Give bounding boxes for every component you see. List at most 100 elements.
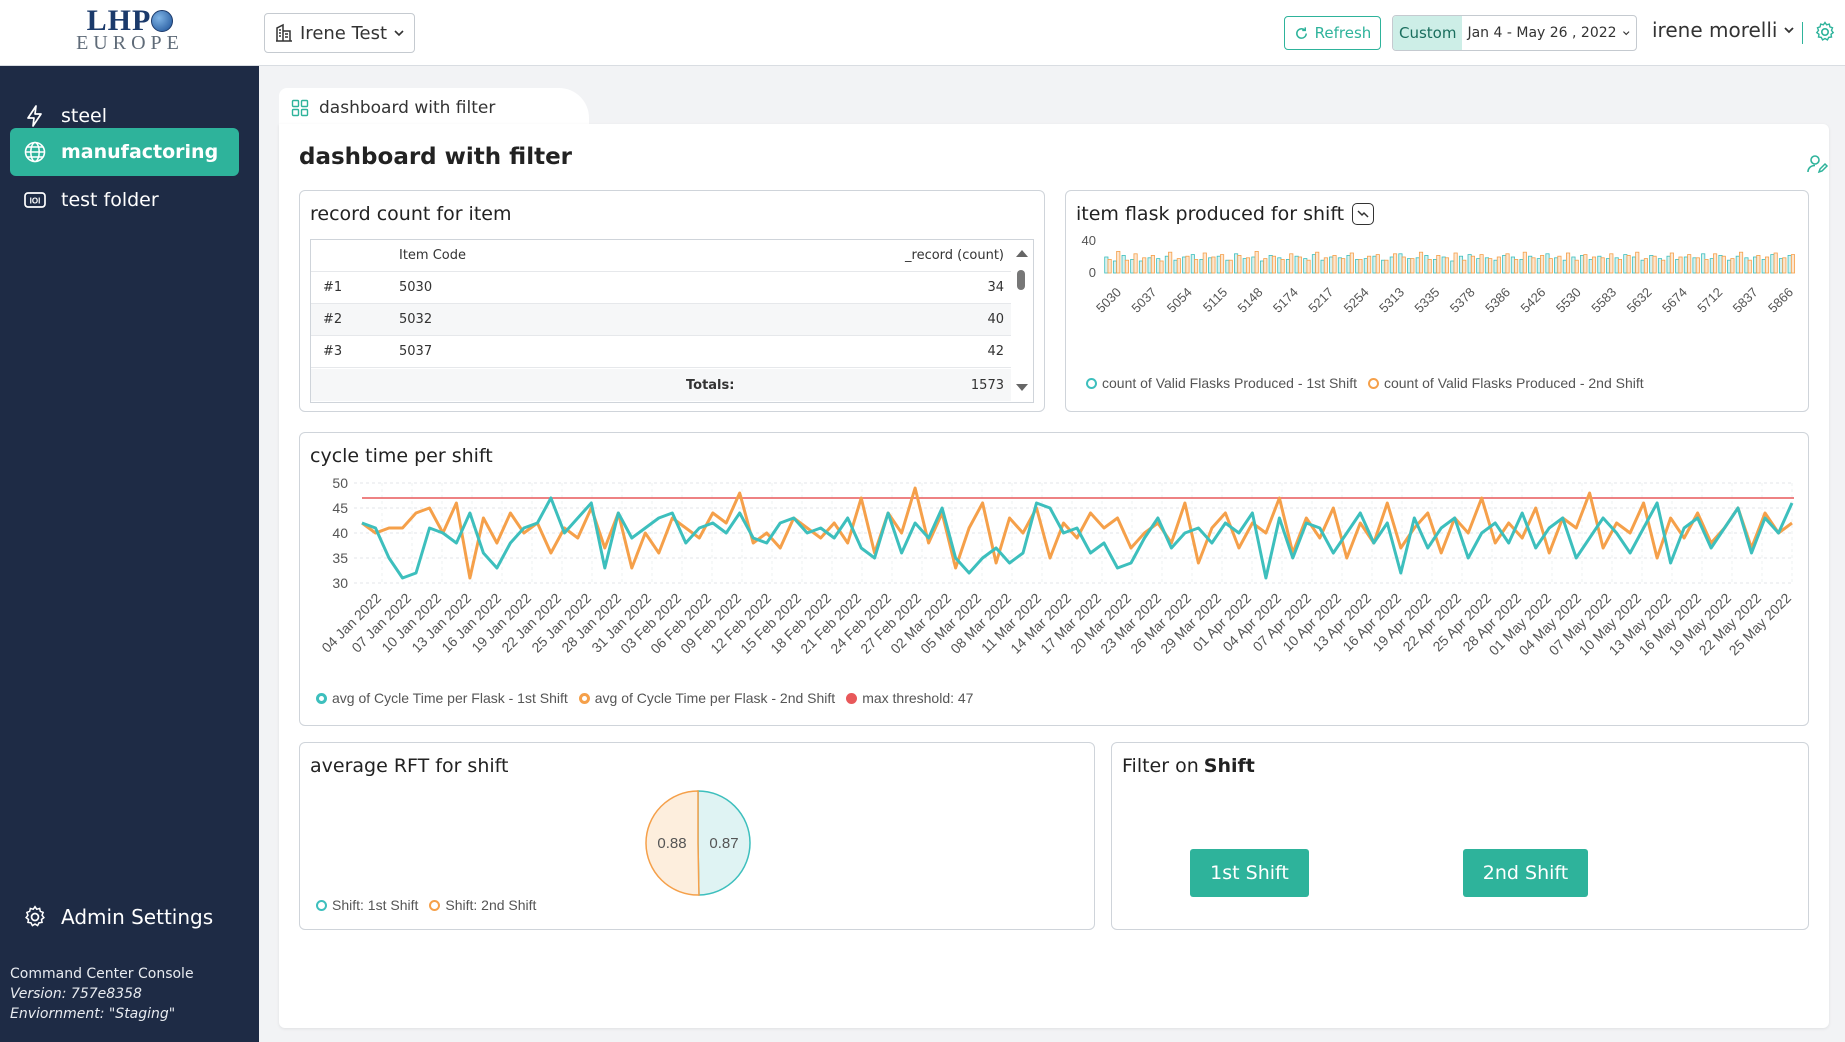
bar-2nd-shift bbox=[1505, 253, 1510, 274]
bar-2nd-shift bbox=[1557, 255, 1562, 274]
bar-1st-shift bbox=[1528, 255, 1533, 274]
legend-entry-2nd-shift[interactable]: Shift: 2nd Shift bbox=[429, 897, 536, 913]
legend-entry-2nd-shift[interactable]: avg of Cycle Time per Flask - 2nd Shift bbox=[578, 690, 835, 706]
filter-2nd-shift-button[interactable]: 2nd Shift bbox=[1463, 849, 1588, 897]
bar-2nd-shift bbox=[1142, 257, 1147, 274]
bar-2nd-shift bbox=[1427, 258, 1432, 274]
workspace-select[interactable]: Irene Test bbox=[264, 13, 415, 53]
bar-2nd-shift bbox=[1773, 252, 1778, 274]
row-item-code: 5032 bbox=[399, 312, 433, 327]
x-tick-label: 5386 bbox=[1482, 285, 1513, 316]
legend-entry-1st-shift[interactable]: Shift: 1st Shift bbox=[316, 897, 418, 913]
filter-1st-shift-button[interactable]: 1st Shift bbox=[1190, 849, 1309, 897]
x-tick-label: 5054 bbox=[1164, 285, 1195, 316]
row-rank: #2 bbox=[323, 312, 343, 327]
scroll-thumb[interactable] bbox=[1017, 270, 1025, 290]
gear-icon[interactable] bbox=[1813, 20, 1837, 44]
bar-1st-shift bbox=[1631, 256, 1637, 274]
bar-2nd-shift bbox=[1617, 258, 1623, 274]
x-tick-label: 5378 bbox=[1447, 285, 1478, 316]
user-edit-icon[interactable] bbox=[1805, 152, 1829, 176]
row-item-code: 5037 bbox=[399, 344, 433, 359]
bar-2nd-shift bbox=[1124, 259, 1129, 274]
bar-1st-shift bbox=[1355, 258, 1360, 274]
bar-2nd-shift bbox=[1687, 254, 1692, 274]
bar-2nd-shift bbox=[1315, 251, 1320, 274]
main-area: dashboard with filter dashboard with fil… bbox=[259, 66, 1845, 1042]
card-title: cycle time per shift bbox=[310, 445, 493, 467]
trend-icon[interactable] bbox=[1352, 203, 1375, 225]
scroll-up-icon[interactable] bbox=[1016, 250, 1028, 257]
bar-1st-shift bbox=[1493, 259, 1498, 274]
bar-2nd-shift bbox=[1176, 258, 1181, 274]
sidebar-item-label: test folder bbox=[61, 189, 159, 211]
legend-entry-1st-shift[interactable]: avg of Cycle Time per Flask - 1st Shift bbox=[316, 690, 568, 706]
bar-1st-shift bbox=[1562, 259, 1567, 274]
bar-2nd-shift bbox=[1652, 255, 1657, 274]
table-row[interactable]: #1 5030 34 bbox=[311, 272, 1011, 304]
flask-chart-card: item flask produced for shift 40 0 5030 503… bbox=[1065, 190, 1809, 412]
y-tick-label: 40 bbox=[332, 525, 348, 541]
bar-2nd-shift bbox=[1133, 253, 1138, 274]
scroll-down-icon[interactable] bbox=[1016, 384, 1028, 391]
sidebar-item-manufactoring[interactable]: manufactoring bbox=[10, 128, 239, 176]
bar-1st-shift bbox=[1571, 256, 1576, 274]
bar-2nd-shift bbox=[1401, 256, 1406, 274]
legend-marker-teal bbox=[316, 692, 327, 704]
x-tick-label: 5148 bbox=[1235, 285, 1266, 316]
table-row[interactable]: #2 5032 40 bbox=[311, 304, 1011, 336]
filter-title-field: Shift bbox=[1203, 755, 1255, 777]
column-header-record-count[interactable]: _record (count) bbox=[905, 248, 1004, 263]
company-logo[interactable]: LHP EUROPE bbox=[70, 4, 190, 60]
legend-label: Shift: 1st Shift bbox=[332, 897, 419, 913]
bar-1st-shift bbox=[1173, 259, 1178, 274]
pie-slice-label: 0.88 bbox=[657, 835, 686, 852]
bar-2nd-shift bbox=[1747, 259, 1752, 274]
sidebar-item-label: steel bbox=[61, 105, 108, 127]
bar-1st-shift bbox=[1389, 256, 1394, 274]
admin-settings-label: Admin Settings bbox=[61, 905, 214, 929]
bar-2nd-shift bbox=[1228, 259, 1233, 274]
admin-settings-link[interactable]: Admin Settings bbox=[22, 904, 213, 930]
bar-1st-shift bbox=[1735, 255, 1740, 274]
bar-1st-shift bbox=[1458, 255, 1464, 274]
rft-chart-card: average RFT for shift 0.87 0.88 Shift: 1s… bbox=[299, 742, 1095, 930]
bar-1st-shift bbox=[1285, 258, 1291, 274]
legend-entry-2nd-shift[interactable]: count of Valid Flasks Produced - 2nd Shi… bbox=[1367, 375, 1644, 391]
bar-1st-shift bbox=[1432, 258, 1438, 274]
sidebar-item-steel[interactable]: steel bbox=[10, 92, 239, 140]
column-header-item-code[interactable]: Item Code bbox=[399, 248, 467, 263]
date-range-picker[interactable]: Custom Jan 4 - May 26 , 2022 bbox=[1392, 15, 1637, 51]
table-scrollbar[interactable] bbox=[1011, 240, 1033, 402]
bar-1st-shift bbox=[1121, 254, 1126, 274]
bar-1st-shift bbox=[1130, 258, 1135, 274]
legend-marker-orange bbox=[578, 692, 590, 704]
chevron-down-icon bbox=[1622, 31, 1629, 36]
row-record-count: 34 bbox=[987, 280, 1004, 295]
table-row[interactable]: #3 5037 42 bbox=[311, 336, 1011, 368]
date-mode-badge[interactable]: Custom bbox=[1393, 16, 1463, 50]
bar-2nd-shift bbox=[1436, 254, 1441, 274]
legend-label: count of Valid Flasks Produced - 1st Shi… bbox=[1102, 375, 1357, 391]
bar-1st-shift bbox=[1208, 257, 1213, 274]
filter-title-prefix: Filter on bbox=[1122, 755, 1199, 777]
legend-label: Shift: 2nd Shift bbox=[445, 897, 537, 913]
console-name: Command Center Console bbox=[10, 966, 194, 982]
logo-text-top: LHP bbox=[86, 4, 152, 37]
chevron-down-icon bbox=[1784, 27, 1795, 34]
dashboard-title: dashboard with filter bbox=[299, 144, 573, 170]
bar-1st-shift bbox=[1597, 255, 1602, 274]
bar-2nd-shift bbox=[1635, 251, 1640, 274]
refresh-button[interactable]: Refresh bbox=[1284, 16, 1381, 50]
tab-dashboard-with-filter[interactable]: dashboard with filter bbox=[279, 88, 589, 128]
bar-1st-shift bbox=[1415, 257, 1420, 274]
bar-2nd-shift bbox=[1150, 254, 1155, 274]
bar-2nd-shift bbox=[1643, 258, 1648, 274]
legend-entry-threshold[interactable]: max threshold: 47 bbox=[846, 690, 973, 706]
legend-entry-1st-shift[interactable]: count of Valid Flasks Produced - 1st Shi… bbox=[1086, 375, 1357, 391]
x-tick-label: 5115 bbox=[1200, 285, 1230, 315]
card-title: item flask produced for shift bbox=[1076, 203, 1375, 225]
sidebar-item-test-folder[interactable]: IOI test folder bbox=[10, 176, 239, 224]
user-menu[interactable]: irene morelli bbox=[1652, 18, 1795, 42]
bar-2nd-shift bbox=[1159, 260, 1164, 274]
